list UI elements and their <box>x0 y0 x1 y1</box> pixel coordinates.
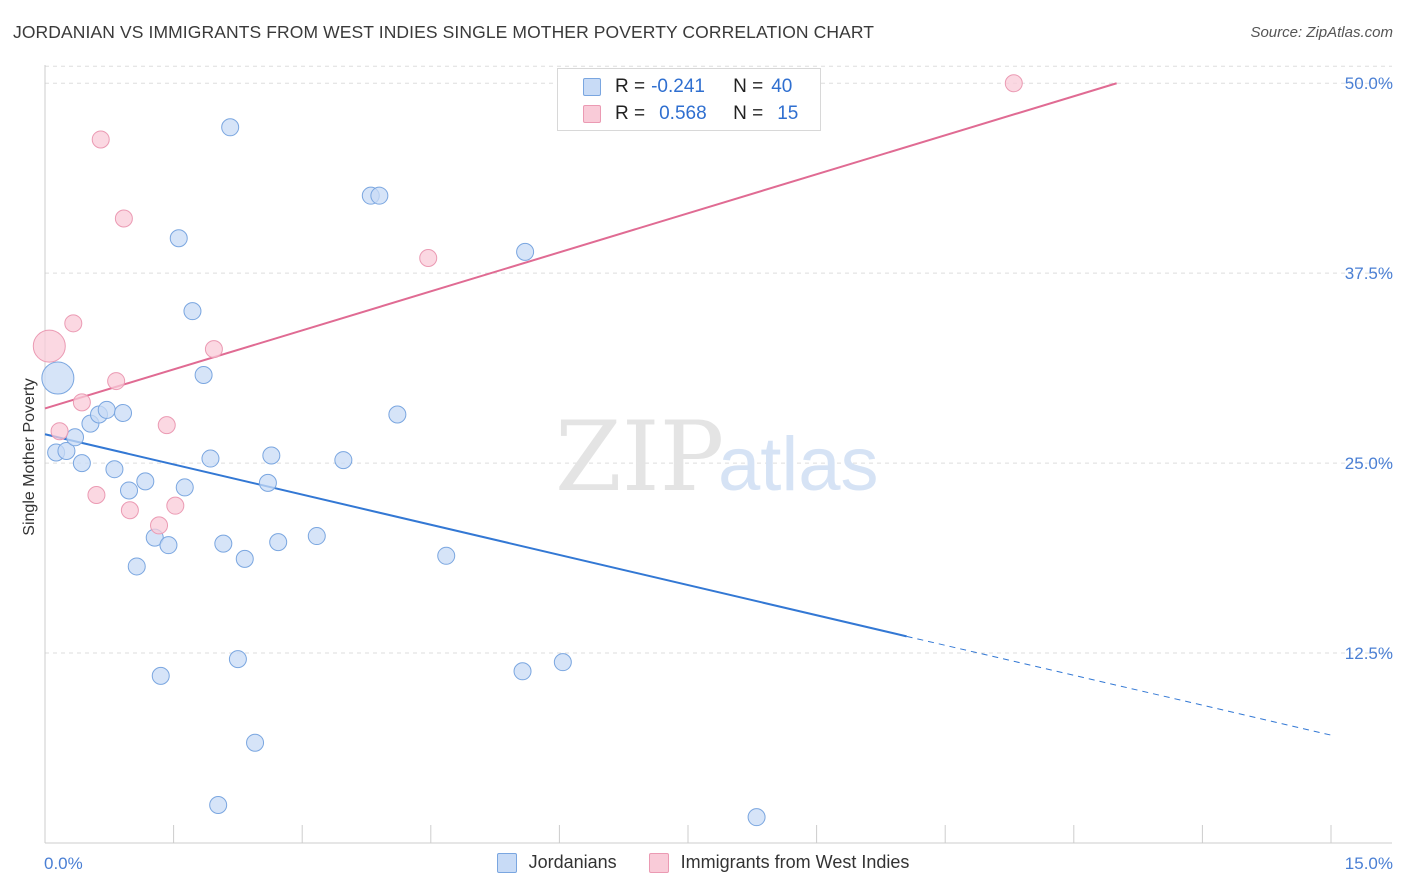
point-jordanians <box>183 302 202 321</box>
legend-swatch-jordanians <box>583 78 601 96</box>
point-jordanians <box>159 536 178 555</box>
point-jordanians <box>370 186 389 205</box>
point-jordanians <box>228 650 247 669</box>
y-tick-label: 50.0% <box>1345 74 1393 93</box>
watermark-atlas: atlas <box>718 422 879 507</box>
point-jordanians <box>114 403 133 422</box>
legend-n-value: 15 <box>777 103 799 124</box>
legend-row-jordanians: R = -0.241 N = 40 <box>558 74 792 100</box>
point-jordanians <box>175 478 194 497</box>
point-westindies <box>419 248 438 267</box>
point-westindies <box>157 416 176 435</box>
point-jordanians <box>221 118 240 137</box>
y-tick-labels: 12.5% 25.0% 37.5% 50.0% <box>1345 74 1393 663</box>
bottom-legend-label-jordanians: Jordanians <box>528 852 617 872</box>
legend-n-label: N = <box>733 76 764 97</box>
point-westindies <box>1004 74 1023 93</box>
source-label: Source: ZipAtlas.com <box>1250 24 1393 41</box>
point-jordanians <box>105 460 124 479</box>
point-westindies <box>50 422 69 441</box>
point-westindies <box>91 130 110 149</box>
point-jordanians <box>136 472 155 491</box>
point-jordanians <box>513 662 532 681</box>
point-jordanians <box>66 428 85 447</box>
trend-line-westindies <box>44 82 1117 410</box>
bottom-legend: Jordanians Immigrants from West Indies <box>0 852 1406 873</box>
point-jordanians <box>262 446 281 465</box>
point-jordanians <box>201 449 220 468</box>
point-westindies <box>87 486 106 505</box>
point-jordanians <box>57 441 76 460</box>
point-jordanians <box>97 400 116 419</box>
chart-title: JORDANIAN VS IMMIGRANTS FROM WEST INDIES… <box>13 22 875 42</box>
point-jordanians <box>516 242 535 261</box>
y-tick-label: 12.5% <box>1345 644 1393 663</box>
bottom-legend-swatch-jordanians <box>496 852 517 873</box>
y-tick-label: 25.0% <box>1345 454 1393 473</box>
legend-box: R = -0.241 N = 40 R = 0.568 N = 15 <box>557 68 821 131</box>
point-westindies <box>72 393 91 412</box>
axes <box>44 65 1392 844</box>
point-jordanians <box>169 229 188 248</box>
point-jordanians <box>209 796 228 815</box>
point-jordanians <box>307 527 326 546</box>
point-westindies <box>150 516 169 535</box>
legend-n-value: 40 <box>771 76 793 97</box>
watermark: ZIP atlas <box>555 401 879 513</box>
point-jordanians <box>553 653 572 672</box>
point-westindies <box>32 329 66 363</box>
point-jordanians <box>214 534 233 553</box>
legend-swatch-westindies <box>583 105 601 123</box>
y-axis-label: Single Mother Poverty <box>21 378 38 535</box>
legend-r-label: R = <box>615 103 646 124</box>
point-jordanians <box>747 808 766 827</box>
trend-line-jordanians-extension <box>906 635 1332 736</box>
bottom-legend-swatch-westindies <box>648 852 669 873</box>
trend-lines <box>44 82 1332 736</box>
x-tick-label: 0.0% <box>44 854 83 873</box>
point-westindies <box>107 372 126 391</box>
legend-r-value: -0.241 <box>651 76 705 97</box>
legend-row-westindies: R = 0.568 N = 15 <box>558 101 798 127</box>
point-jordanians <box>41 361 75 395</box>
point-jordanians <box>151 666 170 685</box>
bottom-legend-jordanians: Jordanians <box>496 852 617 873</box>
point-jordanians <box>246 733 265 752</box>
point-jordanians <box>437 546 456 565</box>
bottom-legend-westindies: Immigrants from West Indies <box>648 852 910 873</box>
point-jordanians <box>235 549 254 568</box>
point-jordanians <box>258 473 277 492</box>
point-jordanians <box>388 405 407 424</box>
point-jordanians <box>127 557 146 576</box>
x-tick-labels: 0.0% 15.0% <box>44 854 1393 873</box>
legend-n-label: N = <box>733 103 764 124</box>
legend-r-label: R = <box>615 76 646 97</box>
point-jordanians <box>120 481 139 500</box>
point-jordanians <box>72 454 91 473</box>
bottom-legend-label-westindies: Immigrants from West Indies <box>680 852 910 872</box>
point-westindies <box>204 340 223 359</box>
point-westindies <box>64 314 83 333</box>
point-jordanians <box>194 365 213 384</box>
legend-r-value: 0.568 <box>659 103 707 124</box>
watermark-zip: ZIP <box>555 401 724 513</box>
point-westindies <box>120 501 139 520</box>
point-westindies <box>114 209 133 228</box>
x-tick-label: 15.0% <box>1345 854 1393 873</box>
y-tick-label: 37.5% <box>1345 264 1393 283</box>
data-points <box>32 74 1023 827</box>
point-jordanians <box>269 533 288 552</box>
point-westindies <box>166 496 185 515</box>
trend-line-jordanians <box>44 433 907 638</box>
point-jordanians <box>334 451 353 470</box>
